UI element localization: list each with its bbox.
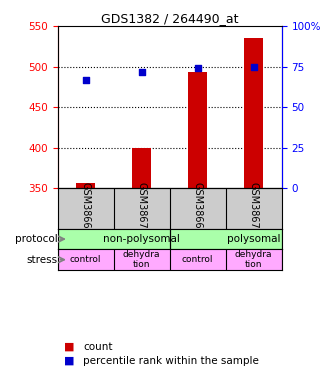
Point [251,64,256,70]
Text: GSM38669: GSM38669 [193,182,203,235]
Text: dehydra
tion: dehydra tion [123,250,160,269]
Text: count: count [83,342,113,352]
Text: stress: stress [27,255,58,265]
Text: percentile rank within the sample: percentile rank within the sample [83,356,259,366]
Bar [76,183,95,188]
Text: ■: ■ [64,342,75,352]
Point [195,65,200,71]
Text: dehydra
tion: dehydra tion [235,250,272,269]
Text: polysomal: polysomal [227,234,280,244]
Point [139,69,144,75]
Text: non-polysomal: non-polysomal [103,234,180,244]
Text: GSM38671: GSM38671 [249,182,259,235]
Point [83,77,88,83]
Bar [244,38,263,188]
Text: control: control [182,255,213,264]
Title: GDS1382 / 264490_at: GDS1382 / 264490_at [101,12,238,25]
Text: control: control [70,255,101,264]
Bar [132,148,151,188]
Text: GSM38668: GSM38668 [81,182,91,235]
Text: GSM38670: GSM38670 [137,182,147,235]
Bar [188,72,207,188]
Text: protocol: protocol [15,234,58,244]
Text: ■: ■ [64,356,75,366]
